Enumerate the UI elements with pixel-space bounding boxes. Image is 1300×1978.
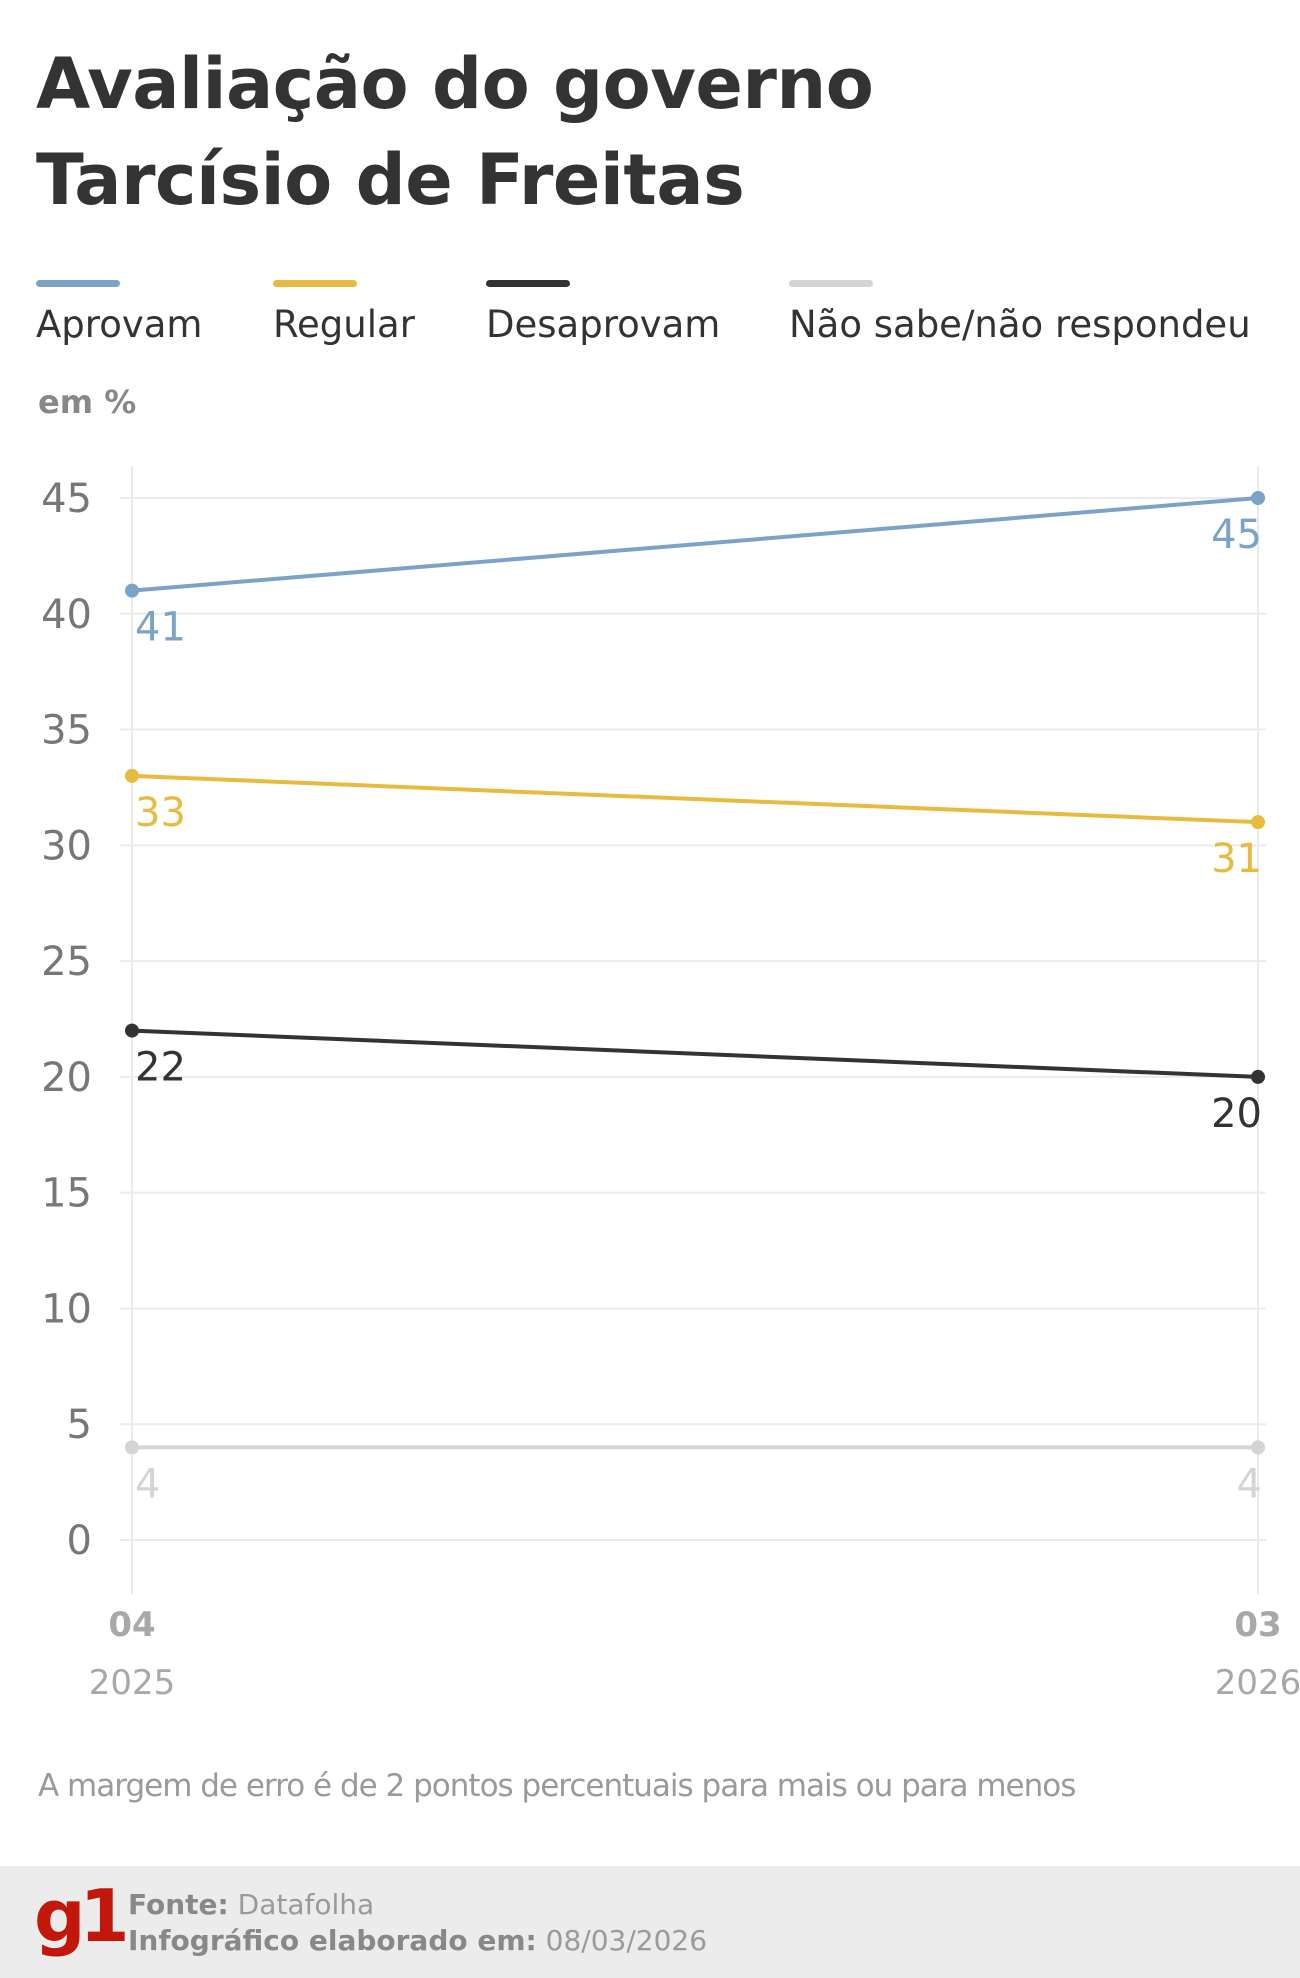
- date-line: Infográfico elaborado em: 08/03/2026: [128, 1924, 707, 1957]
- error-margin-note: A margem de erro é de 2 pontos percentua…: [38, 1768, 1076, 1804]
- title-line-1: Avaliação do governo: [36, 43, 874, 125]
- source-value: Datafolha: [237, 1888, 375, 1921]
- source-line: Fonte: Datafolha: [128, 1888, 374, 1921]
- y-tick-label-25: 25: [41, 939, 92, 985]
- chart-title: Avaliação do governo Tarcísio de Freitas: [36, 36, 1236, 228]
- title-line-2: Tarcísio de Freitas: [36, 139, 745, 221]
- series-line-1: [130, 773, 1260, 825]
- y-tick-label-35: 35: [41, 708, 92, 754]
- source-label: Fonte:: [128, 1888, 229, 1921]
- y-tick-label-0: 0: [67, 1518, 92, 1564]
- unit-label: em %: [38, 383, 137, 421]
- data-point-3-1: [1251, 1440, 1265, 1455]
- y-tick-label-5: 5: [67, 1402, 92, 1448]
- data-label-2-0: 22: [135, 1045, 186, 1091]
- data-label-1-0: 33: [135, 790, 186, 836]
- y-tick-label-30: 30: [41, 823, 92, 869]
- data-point-1-0: [125, 768, 139, 783]
- data-label-3-1: 4: [1237, 1461, 1262, 1507]
- y-tick-label-20: 20: [41, 1055, 92, 1101]
- legend-label-nao-sabe: Não sabe/não respondeu: [789, 303, 1251, 346]
- legend-swatch-nao-sabe: [789, 280, 873, 287]
- data-label-3-0: 4: [135, 1461, 160, 1507]
- legend-item-regular: Regular: [273, 280, 415, 346]
- x-tick-month-0: 04: [108, 1605, 155, 1645]
- date-label: Infográfico elaborado em:: [128, 1924, 537, 1957]
- legend-swatch-desaprovam: [486, 280, 570, 287]
- series-line-2: [130, 1028, 1260, 1079]
- data-point-0-0: [125, 583, 139, 598]
- data-label-2-1: 20: [1211, 1091, 1262, 1137]
- legend-label-regular: Regular: [273, 303, 415, 346]
- y-tick-label-15: 15: [41, 1171, 92, 1217]
- y-tick-label-45: 45: [41, 476, 92, 522]
- y-tick-label-10: 10: [41, 1286, 92, 1332]
- date-value: 08/03/2026: [545, 1924, 708, 1957]
- data-point-1-1: [1251, 815, 1265, 830]
- legend-swatch-regular: [273, 280, 357, 287]
- data-label-0-0: 41: [135, 605, 186, 651]
- line-chart: 45 40 35 30 25 20 15 10 5 0 41 45 33 31 22 20 4 4 04 2025 03…: [41, 466, 1300, 1703]
- x-tick-month-1: 03: [1234, 1605, 1281, 1645]
- legend-item-aprovam: Aprovam: [36, 280, 202, 346]
- legend-label-aprovam: Aprovam: [36, 303, 203, 346]
- data-point-2-1: [1251, 1069, 1265, 1084]
- legend-label-desaprovam: Desaprovam: [486, 303, 721, 346]
- y-tick-label-40: 40: [41, 592, 92, 638]
- legend: Aprovam Regular Desaprovam Não sabe/não …: [0, 280, 1300, 360]
- x-tick-year-1: 2026: [1215, 1663, 1300, 1703]
- data-point-2-0: [125, 1023, 139, 1038]
- legend-item-nao-sabe: Não sabe/não respondeu: [789, 280, 1251, 346]
- data-point-0-1: [1251, 491, 1265, 505]
- series-line-0: [130, 496, 1260, 593]
- data-label-0-1: 45: [1211, 512, 1262, 558]
- legend-swatch-aprovam: [36, 280, 120, 287]
- footer: g1 Fonte: Datafolha Infográfico elaborad…: [0, 1866, 1300, 1978]
- x-tick-year-0: 2025: [89, 1663, 176, 1703]
- legend-item-desaprovam: Desaprovam: [486, 280, 720, 346]
- data-point-3-0: [125, 1440, 139, 1455]
- data-label-1-1: 31: [1211, 836, 1262, 882]
- g1-logo: g1: [34, 1874, 130, 1958]
